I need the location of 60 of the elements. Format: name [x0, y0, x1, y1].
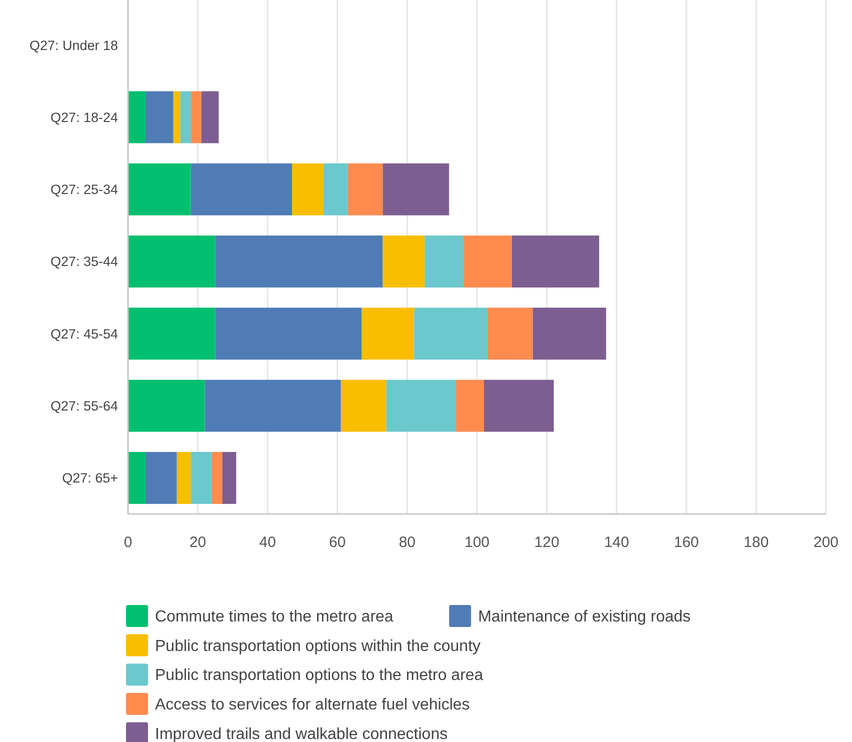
bar: [362, 308, 414, 360]
x-tick-label: 60: [329, 534, 346, 551]
bar: [173, 91, 180, 144]
legend-label: Public transportation options within the county: [155, 638, 481, 655]
x-tick-label: 120: [534, 534, 560, 551]
x-tick-label: 200: [813, 534, 839, 551]
x-tick-label: 140: [604, 534, 630, 551]
bar: [348, 163, 383, 216]
bar: [215, 236, 383, 288]
bar: [532, 308, 606, 360]
bar: [386, 380, 456, 432]
bar: [382, 236, 425, 288]
y-tick-label: Q27: 65+: [62, 470, 118, 486]
bar: [456, 380, 484, 432]
bar: [463, 236, 512, 288]
bar: [128, 91, 146, 144]
bar: [176, 452, 191, 504]
x-tick-label: 0: [124, 534, 132, 551]
bar: [190, 163, 292, 216]
legend-label: Public transportation options to the metro area: [155, 667, 484, 684]
legend-label: Access to services for alternate fuel vehicles: [155, 696, 470, 714]
bar: [180, 91, 191, 144]
bar: [128, 308, 216, 360]
bar: [128, 236, 216, 288]
bar: [204, 380, 341, 432]
bar: [145, 452, 177, 504]
y-tick-label: Q27: 35-44: [50, 254, 118, 270]
x-tick-label: 180: [744, 534, 769, 551]
bar: [424, 236, 464, 288]
bar: [512, 236, 600, 288]
bar: [382, 163, 450, 216]
bar: [340, 380, 386, 432]
bar: [190, 91, 202, 144]
bar: [484, 380, 554, 432]
x-tick-label: 40: [259, 534, 276, 551]
y-tick-label: Q27: 55-64: [50, 398, 118, 414]
y-tick-label: Q27: 25-34: [50, 182, 118, 198]
legend-label: Improved trails and walkable connections: [155, 726, 448, 742]
x-tick-label: 160: [674, 534, 699, 551]
bar: [201, 91, 219, 144]
x-tick-label: 20: [189, 534, 206, 551]
x-tick-label: 80: [398, 534, 416, 551]
bar: [128, 163, 191, 216]
bar: [215, 308, 362, 360]
bar: [323, 163, 348, 216]
y-tick-label: Q27: Under 18: [29, 38, 118, 53]
bar: [222, 452, 236, 504]
bar: [292, 163, 324, 216]
legend-label: Commute times to the metro area: [155, 608, 394, 626]
bar: [128, 380, 205, 432]
bar: [414, 308, 488, 360]
bar: [487, 308, 533, 360]
legend-label: Maintenance of existing roads: [478, 608, 691, 626]
bar: [190, 452, 212, 504]
bar: [145, 91, 174, 144]
bar: [128, 452, 146, 504]
bar: [212, 452, 222, 504]
y-tick-label: Q27: 18-24: [50, 110, 118, 125]
y-tick-label: Q27: 45-54: [50, 326, 118, 342]
x-tick-label: 100: [464, 534, 490, 551]
